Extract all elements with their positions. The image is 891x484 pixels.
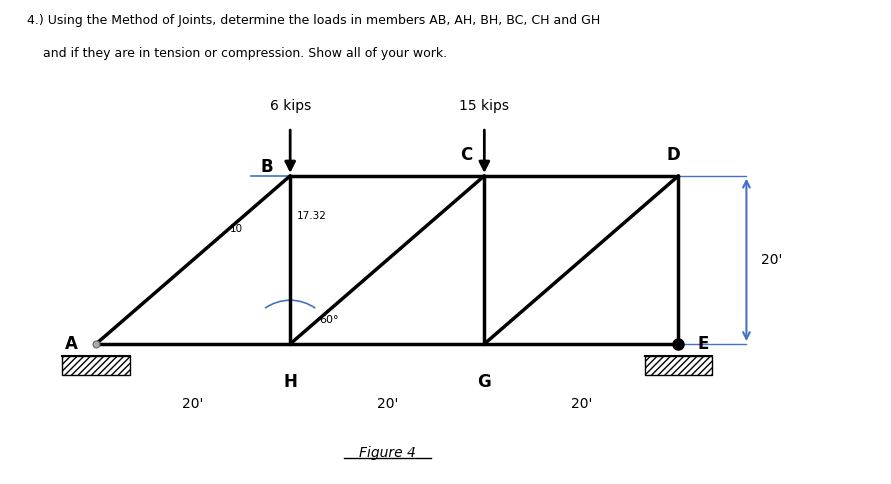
Text: E: E (698, 335, 709, 353)
Text: G: G (478, 373, 491, 391)
Text: 20': 20' (761, 253, 782, 267)
Text: 20': 20' (183, 397, 204, 411)
Text: 10: 10 (230, 224, 243, 234)
Text: H: H (283, 373, 297, 391)
Text: 60°: 60° (319, 315, 339, 324)
Text: 4.) Using the Method of Joints, determine the loads in members AB, AH, BH, BC, C: 4.) Using the Method of Joints, determin… (27, 14, 601, 27)
Bar (644, 356, 713, 375)
Bar (62, 356, 130, 375)
Text: 17.32: 17.32 (297, 211, 327, 221)
Text: 20': 20' (377, 397, 398, 411)
Text: 20': 20' (571, 397, 593, 411)
Text: 6 kips: 6 kips (270, 99, 311, 113)
Text: D: D (666, 146, 681, 165)
Text: C: C (461, 146, 473, 165)
Text: 15 kips: 15 kips (460, 99, 510, 113)
Text: and if they are in tension or compression. Show all of your work.: and if they are in tension or compressio… (27, 47, 447, 60)
Text: B: B (260, 158, 273, 176)
Text: Figure 4: Figure 4 (359, 446, 416, 460)
Text: A: A (65, 335, 78, 353)
